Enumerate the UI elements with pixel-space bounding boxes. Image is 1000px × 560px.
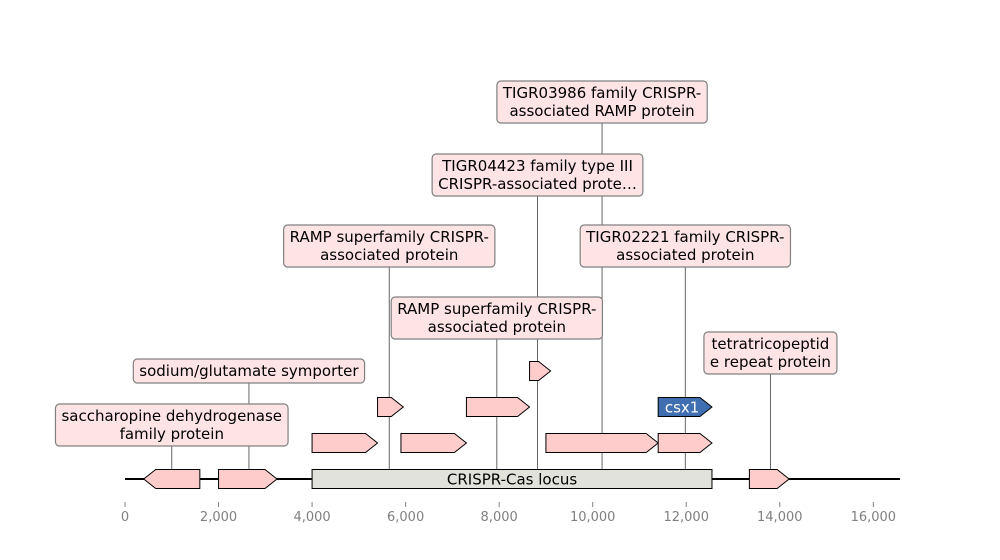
x-axis: 0 2,000 4,000 6,000 8,000 10,000 12,000 14,000 1…: [121, 502, 896, 525]
gene-arrow: [657, 433, 713, 453]
annotation-label-box: [579, 224, 792, 268]
annotation-label-text: sodium/glutamate symporter: [139, 362, 359, 380]
annotation-label-text: CRISPR-associated prote…: [438, 175, 637, 193]
annotation-label-text: associated RAMP protein: [509, 102, 694, 120]
gene-features: csx1: [142, 361, 790, 489]
gene-arrow: [377, 397, 405, 417]
gene-arrow: [400, 433, 468, 453]
annotation-label: TIGR03986 family CRISPR-associated RAMP …: [496, 80, 708, 124]
gene-arrow: [465, 397, 531, 417]
crispr-cas-locus-region: CRISPR-Cas locus: [311, 469, 713, 489]
axis-tick-label: 10,000: [570, 510, 616, 525]
axis-tick-label: 8,000: [481, 510, 518, 525]
gene-arrow: [545, 433, 659, 453]
gene-arrow: [218, 469, 278, 489]
annotation-label-box: [132, 358, 366, 384]
axis-tick-label: 16,000: [851, 510, 897, 525]
annotation-label-text: associated protein: [428, 318, 566, 336]
annotation-label-text: RAMP superfamily CRISPR-: [290, 228, 489, 246]
annotation-label-text: saccharopine dehydrogenase: [61, 407, 282, 425]
annotation-label-text: TIGR04423 family type III: [441, 157, 633, 175]
annotation-label-text: associated protein: [616, 246, 754, 264]
gene-arrow-csx1: [657, 397, 713, 417]
annotation-label: TIGR04423 family type IIICRISPR-associat…: [431, 153, 644, 197]
gene-arrow: [748, 469, 790, 489]
annotation-label-text: e repeat protein: [710, 353, 831, 371]
annotation-label-box: [703, 331, 838, 375]
annotation-label-text: RAMP superfamily CRISPR-: [397, 300, 596, 318]
axis-tick-label: 14,000: [757, 510, 803, 525]
annotation-label: TIGR02221 family CRISPR-associated prote…: [579, 224, 792, 268]
crispr-cas-locus-label: CRISPR-Cas locus: [447, 471, 577, 489]
annotation-label-text: associated protein: [320, 246, 458, 264]
annotation-label-text: TIGR03986 family CRISPR-: [502, 84, 701, 102]
annotation-label: RAMP superfamily CRISPR-associated prote…: [390, 296, 604, 340]
annotation-label-text: TIGR02221 family CRISPR-: [585, 228, 784, 246]
axis-tick-label: 4,000: [293, 510, 330, 525]
annotation-label: sodium/glutamate symporter: [132, 358, 366, 384]
gene-arrow: [311, 433, 379, 453]
annotation-label: RAMP superfamily CRISPR-associated prote…: [283, 224, 496, 268]
annotation-label-box: [431, 153, 644, 197]
annotation-label-box: [390, 296, 604, 340]
axis-tick-label: 2,000: [200, 510, 237, 525]
gene-arrow: [529, 361, 552, 381]
annotation-label-text: family protein: [120, 425, 224, 443]
axis-tick-label: 6,000: [387, 510, 424, 525]
annotation-label-box: [54, 403, 289, 447]
annotation-label-box: [496, 80, 708, 124]
annotation-label-text: tetratricopeptid: [712, 335, 830, 353]
gene-label-csx1: csx1: [665, 399, 699, 417]
axis-tick-label: 0: [121, 510, 129, 525]
axis-tick-label: 12,000: [663, 510, 709, 525]
gene-arrow: [142, 469, 201, 489]
crispr-cas-locus-box: [311, 469, 713, 489]
annotation-label-box: [283, 224, 496, 268]
